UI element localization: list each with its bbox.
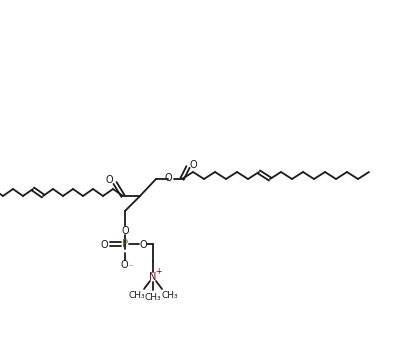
Text: O: O [164, 173, 172, 183]
Text: O: O [189, 160, 197, 170]
Text: +: + [155, 267, 161, 276]
Text: O: O [121, 226, 129, 236]
Text: CH₃: CH₃ [129, 290, 145, 300]
Text: N: N [149, 272, 157, 282]
Text: O: O [120, 260, 128, 270]
Text: O: O [100, 240, 108, 250]
Text: ⁻: ⁻ [129, 262, 133, 272]
Text: P: P [122, 239, 128, 249]
Text: O: O [139, 240, 147, 250]
Text: O: O [105, 175, 113, 185]
Text: CH₃: CH₃ [145, 293, 161, 301]
Text: CH₃: CH₃ [162, 290, 178, 300]
